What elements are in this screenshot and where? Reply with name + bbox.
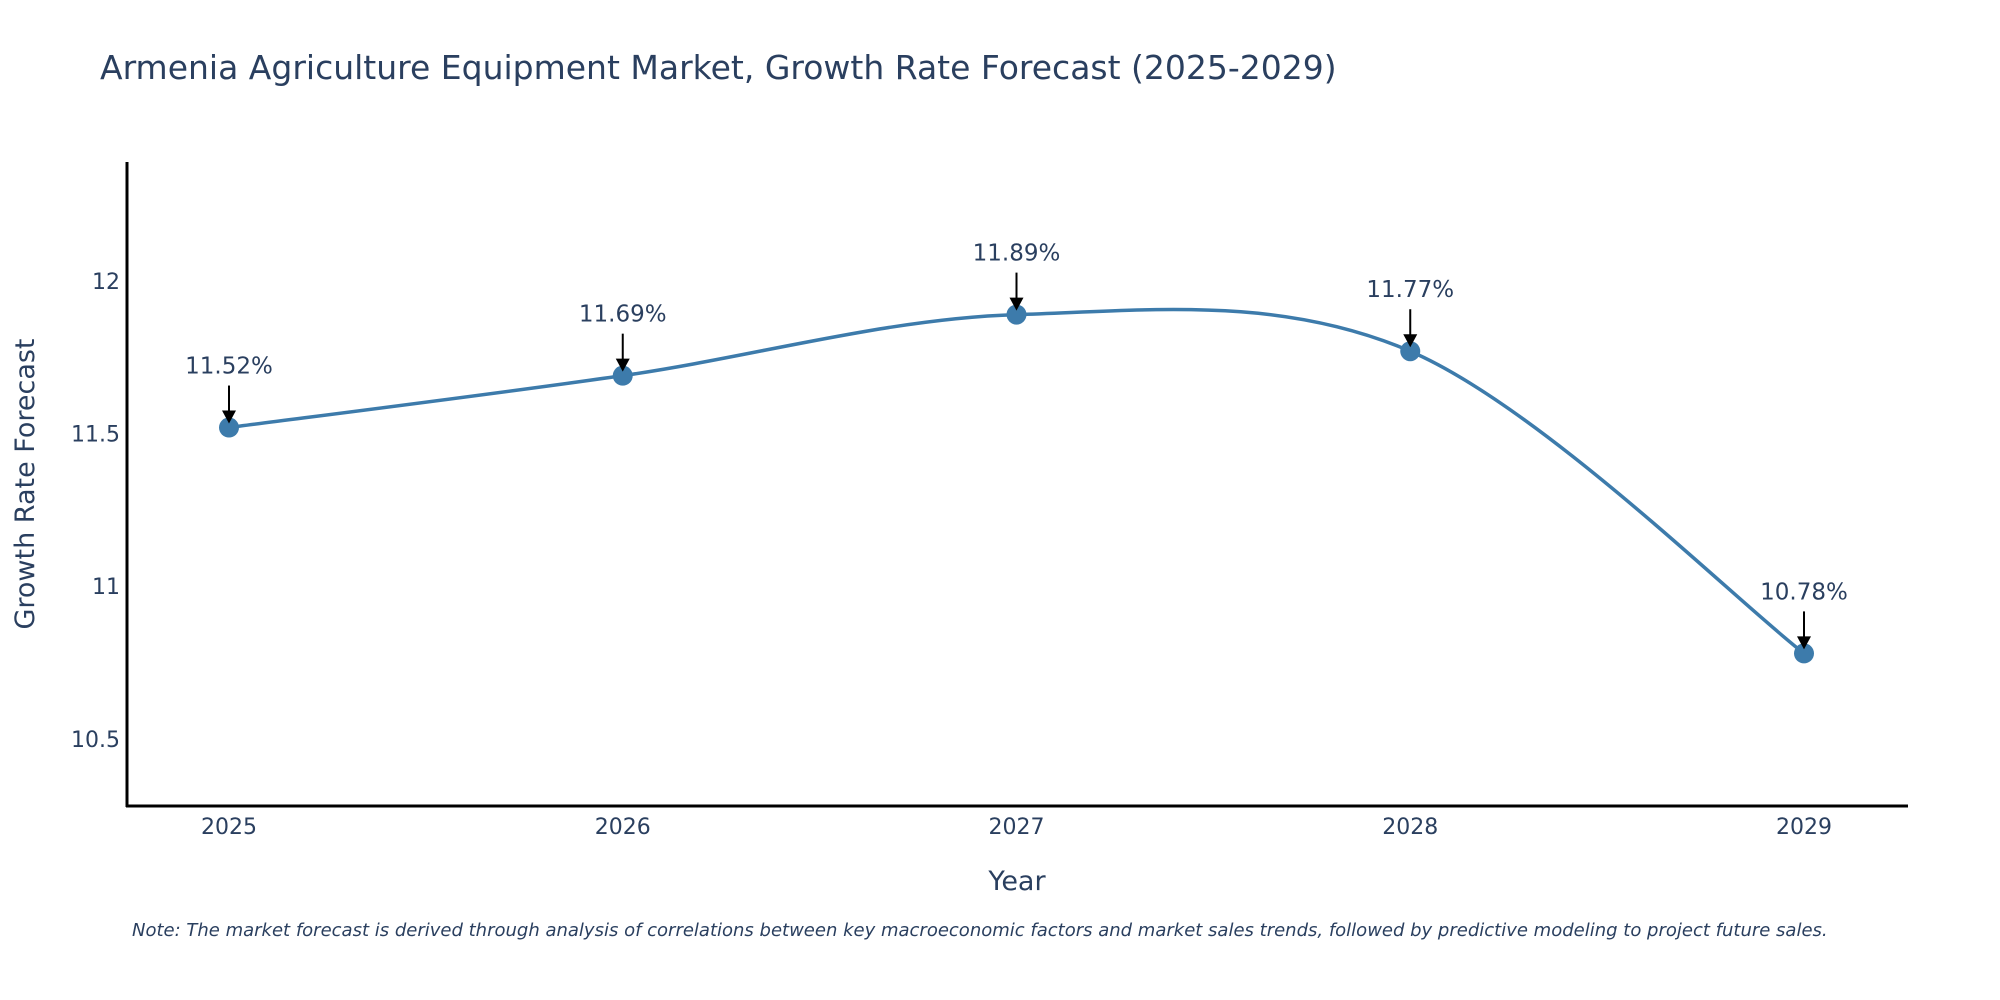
chart-note: Note: The market forecast is derived thr… (132, 920, 1828, 941)
data-label: 11.89% (973, 241, 1061, 267)
data-point (612, 365, 633, 386)
data-point (1794, 643, 1814, 664)
data-point (219, 417, 239, 438)
y-tick-label: 10.5 (71, 728, 120, 753)
x-tick-label: 2028 (1382, 815, 1438, 840)
data-label: 11.52% (185, 354, 273, 380)
data-label: 11.77% (1366, 277, 1454, 303)
y-axis-ticks: 10.5 11 11.5 12 (71, 270, 120, 753)
annotation-arrow-head (1009, 297, 1024, 311)
x-axis-title: Year (987, 866, 1046, 897)
x-tick-label: 2025 (201, 815, 257, 840)
data-annotations: 11.52% 11.69% 11.89% 11.77% 10.78% (185, 241, 1848, 650)
x-tick-label: 2026 (595, 815, 651, 840)
data-label: 11.69% (579, 302, 667, 328)
y-axis-title: Growth Rate Forecast (10, 338, 41, 629)
data-point (1006, 304, 1027, 325)
x-axis-ticks: 2025 2026 2027 2028 2029 (201, 815, 1832, 840)
annotation-arrow-head (1403, 334, 1418, 348)
annotation-arrow-head (222, 410, 236, 424)
y-tick-label: 11 (92, 575, 120, 600)
y-tick-label: 12 (92, 270, 120, 295)
x-tick-label: 2029 (1776, 815, 1832, 840)
x-tick-label: 2027 (989, 815, 1045, 840)
data-label: 10.78% (1760, 579, 1848, 605)
data-points (219, 304, 1814, 664)
y-tick-label: 11.5 (71, 423, 120, 448)
data-point (1400, 341, 1421, 362)
annotation-arrow-head (1797, 636, 1811, 650)
annotation-arrow-head (615, 358, 630, 372)
series-line (228, 307, 1806, 655)
chart-title: Armenia Agriculture Equipment Market, Gr… (100, 48, 1337, 87)
